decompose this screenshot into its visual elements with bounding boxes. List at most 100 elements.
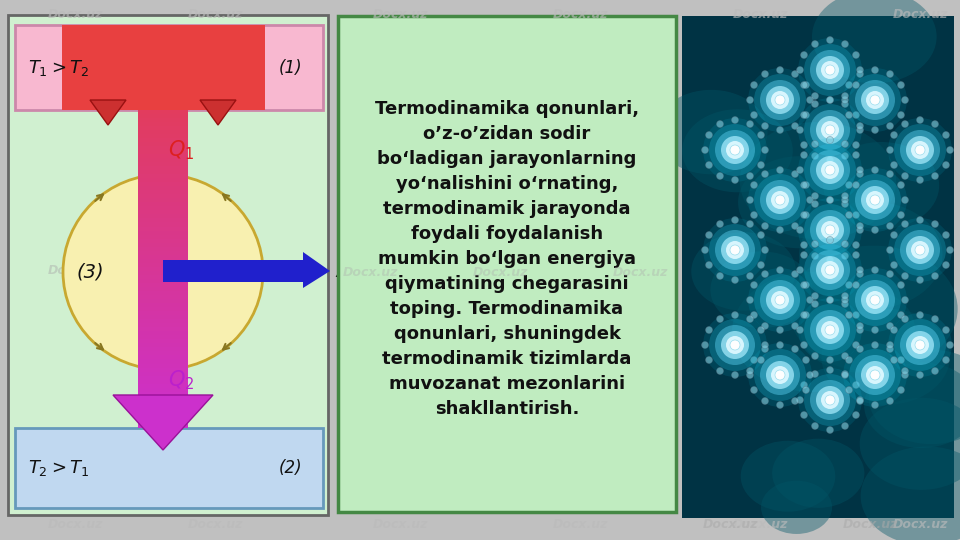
- Ellipse shape: [798, 298, 862, 362]
- Ellipse shape: [827, 197, 833, 204]
- Ellipse shape: [852, 381, 859, 388]
- Ellipse shape: [797, 66, 804, 73]
- Ellipse shape: [797, 396, 804, 403]
- Ellipse shape: [852, 152, 859, 159]
- Bar: [62, 89, 265, 90]
- Bar: [138, 360, 188, 363]
- Ellipse shape: [886, 346, 894, 353]
- Ellipse shape: [757, 132, 764, 138]
- Bar: [62, 76, 265, 77]
- Bar: [138, 130, 188, 134]
- Bar: [62, 80, 265, 81]
- Bar: [138, 303, 188, 307]
- Ellipse shape: [740, 122, 897, 239]
- Ellipse shape: [906, 331, 934, 359]
- Ellipse shape: [894, 319, 946, 371]
- Ellipse shape: [789, 246, 958, 372]
- Ellipse shape: [777, 66, 783, 73]
- Bar: [62, 65, 265, 66]
- Bar: [138, 376, 188, 380]
- Ellipse shape: [761, 346, 769, 353]
- Bar: [62, 93, 265, 94]
- Ellipse shape: [852, 111, 859, 118]
- Ellipse shape: [843, 168, 907, 232]
- Ellipse shape: [811, 240, 819, 247]
- Ellipse shape: [866, 291, 884, 309]
- Ellipse shape: [771, 366, 789, 384]
- Bar: [62, 41, 265, 42]
- Ellipse shape: [801, 181, 807, 188]
- Ellipse shape: [716, 220, 724, 227]
- Bar: [138, 126, 188, 130]
- Text: (1): (1): [278, 59, 302, 77]
- Ellipse shape: [947, 246, 953, 253]
- Bar: [62, 105, 265, 106]
- Ellipse shape: [917, 117, 924, 124]
- Polygon shape: [113, 395, 213, 450]
- Bar: [62, 75, 265, 76]
- Ellipse shape: [906, 236, 934, 264]
- Text: Docx.uz: Docx.uz: [732, 9, 788, 22]
- Ellipse shape: [843, 343, 907, 407]
- Text: Docx.uz: Docx.uz: [47, 9, 103, 22]
- Ellipse shape: [791, 397, 799, 404]
- Ellipse shape: [842, 353, 849, 360]
- Text: Docx.uz: Docx.uz: [187, 518, 243, 531]
- Polygon shape: [8, 15, 328, 515]
- Ellipse shape: [846, 82, 852, 89]
- Ellipse shape: [816, 386, 844, 414]
- Ellipse shape: [757, 232, 764, 239]
- Ellipse shape: [748, 168, 812, 232]
- Bar: [62, 94, 265, 96]
- Ellipse shape: [842, 200, 849, 207]
- Ellipse shape: [886, 322, 894, 329]
- Ellipse shape: [891, 161, 898, 168]
- Bar: [62, 39, 265, 40]
- Ellipse shape: [801, 82, 807, 89]
- Ellipse shape: [775, 95, 785, 105]
- Ellipse shape: [797, 166, 804, 173]
- Ellipse shape: [901, 315, 908, 322]
- Ellipse shape: [917, 276, 924, 284]
- Ellipse shape: [804, 204, 856, 256]
- Ellipse shape: [846, 281, 852, 288]
- Bar: [62, 60, 265, 62]
- Ellipse shape: [747, 296, 754, 303]
- Ellipse shape: [811, 40, 819, 48]
- Ellipse shape: [726, 336, 744, 354]
- Ellipse shape: [842, 92, 849, 99]
- Text: Docx.uz: Docx.uz: [187, 264, 243, 276]
- Ellipse shape: [861, 86, 889, 114]
- Ellipse shape: [842, 370, 849, 377]
- Text: Docx.uz: Docx.uz: [703, 518, 757, 531]
- Ellipse shape: [821, 261, 839, 279]
- Ellipse shape: [866, 91, 884, 109]
- Bar: [62, 84, 265, 85]
- Ellipse shape: [709, 319, 761, 371]
- Bar: [138, 363, 188, 368]
- Bar: [138, 162, 188, 166]
- Ellipse shape: [811, 293, 819, 300]
- Ellipse shape: [842, 140, 849, 147]
- Ellipse shape: [702, 146, 708, 153]
- Text: Docx.uz: Docx.uz: [187, 9, 243, 22]
- Ellipse shape: [810, 380, 850, 420]
- Bar: [62, 45, 265, 46]
- Bar: [138, 263, 188, 267]
- Ellipse shape: [810, 310, 850, 350]
- Ellipse shape: [754, 74, 806, 126]
- Ellipse shape: [757, 327, 764, 334]
- Bar: [138, 25, 188, 29]
- Ellipse shape: [901, 197, 908, 204]
- Ellipse shape: [761, 271, 769, 278]
- Ellipse shape: [901, 372, 908, 379]
- Ellipse shape: [861, 361, 889, 389]
- Ellipse shape: [761, 397, 769, 404]
- Ellipse shape: [931, 220, 939, 227]
- Bar: [62, 77, 265, 78]
- Text: Docx.uz: Docx.uz: [47, 264, 103, 276]
- Bar: [62, 63, 265, 64]
- Ellipse shape: [811, 100, 819, 107]
- Bar: [138, 45, 188, 49]
- Bar: [138, 226, 188, 231]
